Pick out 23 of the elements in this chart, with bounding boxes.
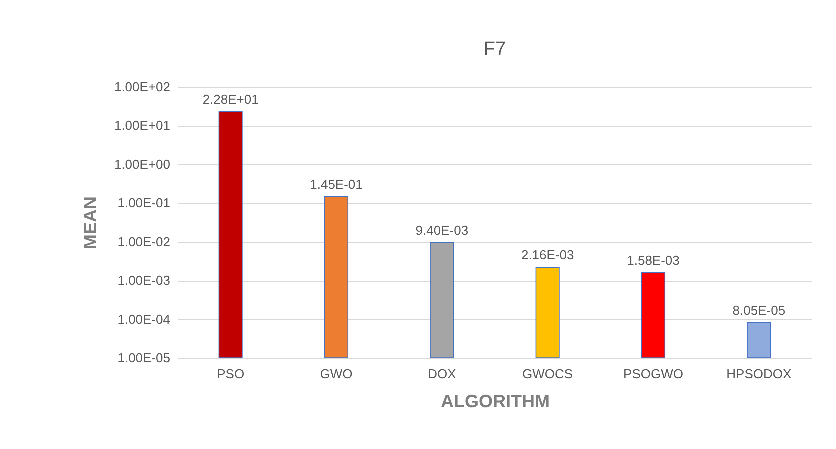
x-axis-title: ALGORITHM — [441, 392, 550, 412]
x-tick-label: GWO — [320, 366, 353, 382]
data-label: 1.58E-03 — [627, 252, 680, 268]
data-label: 2.16E-03 — [521, 248, 574, 263]
y-tick-label: 1.00E-02 — [118, 234, 170, 250]
y-tick-label: 1.00E-04 — [118, 312, 170, 327]
y-tick-label: 1.00E-03 — [118, 273, 170, 288]
y-tick-label: 1.00E+01 — [114, 118, 170, 134]
x-tick-label: DOX — [428, 366, 457, 382]
y-tick-label: 1.00E+02 — [114, 80, 170, 94]
y-tick-label: 1.00E+00 — [114, 156, 170, 172]
x-tick-label: HPSODOX — [726, 366, 792, 382]
y-tick-label: 1.00E-05 — [118, 350, 170, 366]
x-tick-label: PSO — [217, 366, 245, 382]
x-tick-label: GWOCS — [522, 366, 574, 382]
data-label: 9.40E-03 — [416, 222, 469, 238]
data-label: 1.45E-01 — [310, 176, 363, 192]
chart-title: F7 — [484, 39, 506, 60]
y-tick-label: 1.00E-01 — [118, 196, 170, 211]
x-tick-label: PSOGWO — [624, 366, 684, 382]
data-label: 2.28E+01 — [202, 92, 259, 107]
data-label: 8.05E-05 — [732, 302, 786, 318]
y-axis-title: MEAN — [80, 196, 100, 250]
